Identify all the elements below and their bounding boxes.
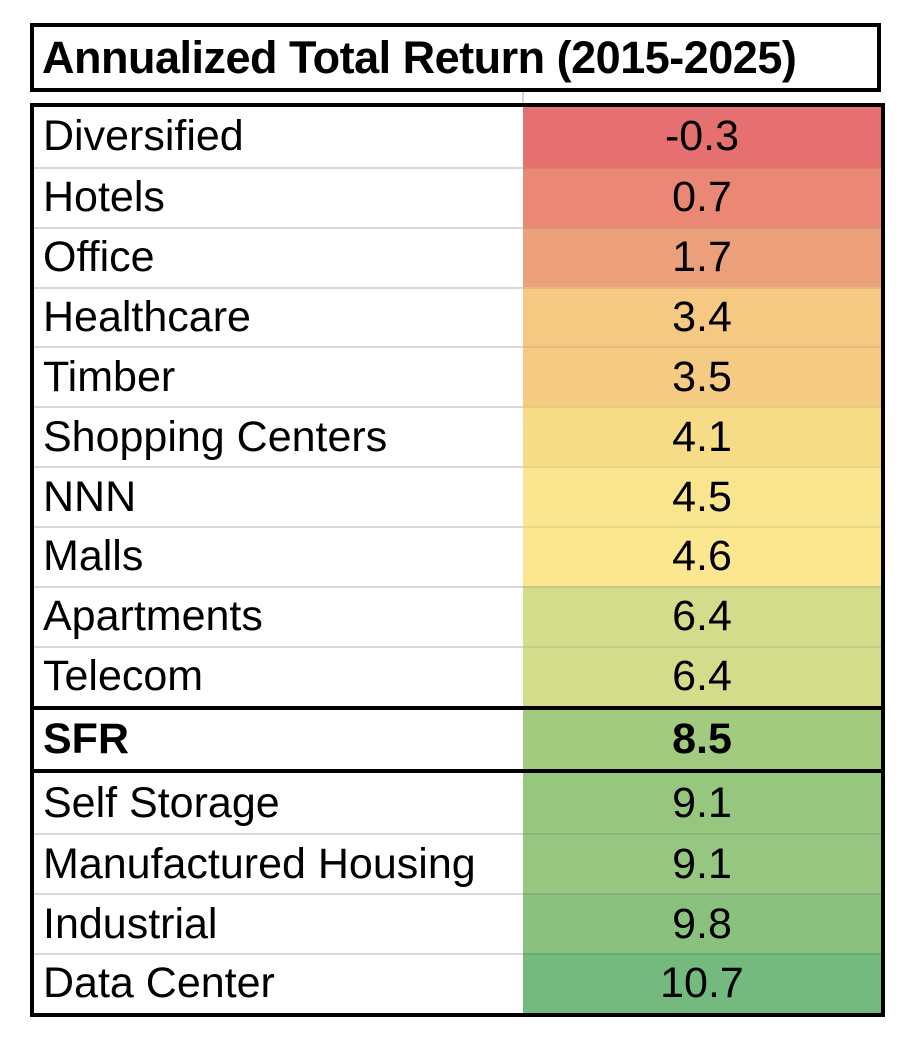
row-value: 0.7 (523, 166, 881, 227)
row-value: 4.5 (523, 466, 881, 527)
table-row: Healthcare 3.4 (34, 286, 881, 347)
row-label: Diversified (34, 107, 523, 167)
table-row: Diversified -0.3 (34, 107, 881, 167)
returns-table: Diversified -0.3 Hotels 0.7 Office 1.7 H… (30, 103, 885, 1017)
row-value: 1.7 (523, 226, 881, 287)
row-value: 6.4 (523, 585, 881, 646)
page-title: Annualized Total Return (2015-2025) (42, 32, 797, 83)
row-label: Timber (34, 346, 523, 407)
row-label: Hotels (34, 166, 523, 227)
table-row: Hotels 0.7 (34, 166, 881, 227)
table-row: NNN 4.5 (34, 466, 881, 527)
row-value: 3.4 (523, 286, 881, 347)
row-value: 4.1 (523, 406, 881, 467)
row-value: -0.3 (523, 107, 881, 167)
table-row: Timber 3.5 (34, 346, 881, 407)
table-row: Telecom 6.4 (34, 645, 881, 706)
row-label: Healthcare (34, 286, 523, 347)
row-label: Apartments (34, 585, 523, 646)
row-label: NNN (34, 466, 523, 527)
column-gridline (522, 92, 524, 103)
row-value: 10.7 (523, 953, 881, 1013)
table-row: Malls 4.6 (34, 526, 881, 586)
title-box: Annualized Total Return (2015-2025) (30, 23, 881, 92)
row-value: 3.5 (523, 346, 881, 407)
row-label: SFR (34, 709, 523, 770)
table-row: Apartments 6.4 (34, 585, 881, 646)
row-value: 6.4 (523, 645, 881, 706)
row-value: 4.6 (523, 526, 881, 586)
row-label: Office (34, 226, 523, 287)
table-row: Shopping Centers 4.1 (34, 406, 881, 467)
table-row: Self Storage 9.1 (34, 773, 881, 834)
table-row: SFR 8.5 (34, 705, 881, 774)
row-label: Telecom (34, 645, 523, 706)
row-label: Self Storage (34, 773, 523, 834)
table-row: Industrial 9.8 (34, 893, 881, 954)
row-label: Data Center (34, 953, 523, 1013)
table-row: Office 1.7 (34, 226, 881, 287)
table-row: Data Center 10.7 (34, 953, 881, 1013)
row-value: 8.5 (523, 709, 881, 770)
row-label: Industrial (34, 893, 523, 954)
row-value: 9.1 (523, 833, 881, 894)
row-value: 9.8 (523, 893, 881, 954)
row-label: Manufactured Housing (34, 833, 523, 894)
table-row: Manufactured Housing 9.1 (34, 833, 881, 894)
row-value: 9.1 (523, 773, 881, 834)
row-label: Malls (34, 526, 523, 586)
row-label: Shopping Centers (34, 406, 523, 467)
